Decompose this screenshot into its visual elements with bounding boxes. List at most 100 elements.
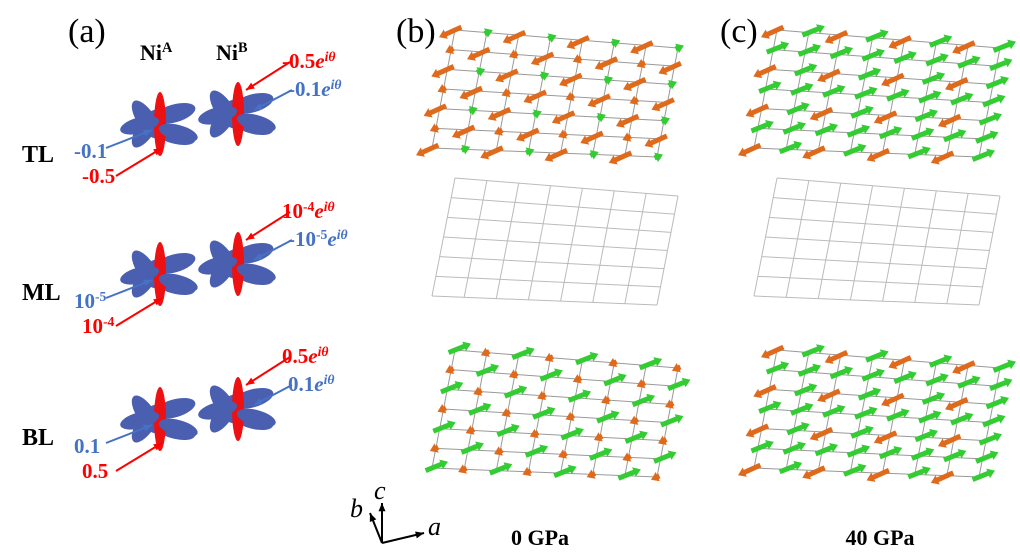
spin-shaft — [886, 395, 903, 403]
spin-shaft — [585, 133, 602, 141]
spin-shaft — [751, 444, 768, 451]
spin-shaft — [590, 451, 607, 458]
spin-shaft — [893, 37, 910, 45]
spin-shaft — [433, 424, 450, 431]
spin-shaft — [830, 352, 847, 360]
spin-shaft — [973, 153, 990, 160]
label-part: iθ — [324, 372, 335, 387]
amplitude-label: 0.5 — [82, 459, 108, 483]
label-part: -4 — [103, 314, 115, 329]
lattice-line — [762, 257, 986, 269]
spin-shaft — [822, 391, 839, 399]
spin-shaft — [980, 436, 997, 443]
spin-shaft — [597, 414, 614, 421]
spin-shaft — [879, 113, 896, 121]
spin-shaft — [950, 399, 967, 407]
spin-shaft — [976, 454, 993, 461]
spin-shaft — [944, 133, 961, 140]
spin-shaft — [780, 145, 797, 152]
lattice-line — [432, 296, 657, 305]
spin-shaft — [916, 433, 933, 440]
spin-shaft — [851, 429, 868, 436]
row-label: TL — [22, 142, 54, 168]
label-part: Ni — [140, 40, 162, 65]
spin-shaft — [490, 466, 507, 473]
spin-shaft — [540, 372, 557, 379]
spin-shaft — [751, 124, 768, 131]
spin-shaft — [429, 106, 446, 114]
label-part: e — [321, 77, 330, 101]
spin-shaft — [862, 372, 879, 379]
axis-label: a — [428, 512, 441, 541]
amplitude-label: 0.1 — [74, 434, 100, 458]
spin-shaft — [831, 370, 848, 377]
spin-shaft — [426, 464, 443, 471]
label-part: -0.1 — [288, 77, 321, 101]
amplitude-label: -0.5eiθ — [282, 49, 335, 74]
spin-shaft — [554, 469, 571, 476]
spin-shaft — [795, 387, 812, 394]
spin-shaft — [879, 433, 896, 441]
spin-shaft — [493, 109, 510, 117]
spin-shaft — [943, 116, 960, 124]
spin-shaft — [930, 358, 947, 365]
orbital — [196, 377, 277, 441]
spin-shaft — [791, 407, 808, 414]
spin-shaft — [866, 33, 883, 40]
spin-shaft — [561, 431, 578, 438]
label-part: iθ — [325, 49, 336, 64]
label-part: e — [327, 227, 336, 251]
spin-shaft — [549, 150, 566, 158]
spin-shaft — [485, 148, 502, 156]
spin-shaft — [469, 407, 486, 414]
spin-shaft — [576, 356, 593, 363]
spin-shaft — [441, 385, 458, 392]
label-part: iθ — [331, 77, 342, 92]
label-part: 0.5 — [282, 344, 308, 368]
spin-shaft — [649, 136, 666, 144]
label-part: iθ — [337, 227, 348, 242]
spin-shaft — [751, 426, 768, 434]
orbital — [196, 232, 277, 296]
row-label: ML — [22, 280, 61, 306]
label-part: Ni — [216, 40, 238, 65]
spin-shaft — [844, 467, 861, 474]
spin-shaft — [908, 150, 925, 157]
spin-shaft — [887, 412, 904, 419]
spin-shaft — [521, 130, 538, 138]
spin-shaft — [604, 377, 621, 384]
spin-shaft — [848, 448, 865, 455]
label-part: -5 — [316, 227, 328, 242]
spin-shaft — [887, 92, 904, 99]
spin-shaft — [830, 32, 847, 40]
pressure-label: 0 GPa — [511, 525, 569, 550]
spin-shaft — [787, 426, 804, 433]
spin-shaft — [444, 27, 461, 35]
spin-shaft — [823, 88, 840, 95]
spin-shaft — [936, 153, 953, 161]
axis-label: c — [374, 476, 386, 505]
pointer-head — [370, 513, 377, 522]
spin-shaft — [912, 451, 929, 458]
spin-shaft — [923, 396, 940, 403]
spin-shaft — [822, 71, 839, 79]
label-part: -0.1 — [74, 139, 107, 163]
label-part: -5 — [95, 289, 107, 304]
spin-shaft — [807, 148, 824, 156]
spin-shaft — [859, 71, 876, 78]
spin-shaft — [767, 365, 784, 372]
spin-shaft — [815, 109, 832, 117]
spin-shaft — [787, 106, 804, 113]
amplitude-label: -0.5 — [82, 164, 115, 188]
spin-shaft — [571, 37, 588, 45]
spin-shaft — [758, 66, 775, 74]
spin-shaft — [505, 389, 522, 396]
spin-shaft — [894, 55, 911, 62]
spin-shaft — [512, 351, 529, 358]
column-header: NiB — [216, 40, 248, 65]
spin-shaft — [951, 96, 968, 103]
spin-shaft — [983, 98, 1000, 105]
amplitude-label: 10-4eiθ — [282, 199, 335, 224]
spin-shaft — [823, 408, 840, 415]
spin-shaft — [633, 398, 650, 405]
